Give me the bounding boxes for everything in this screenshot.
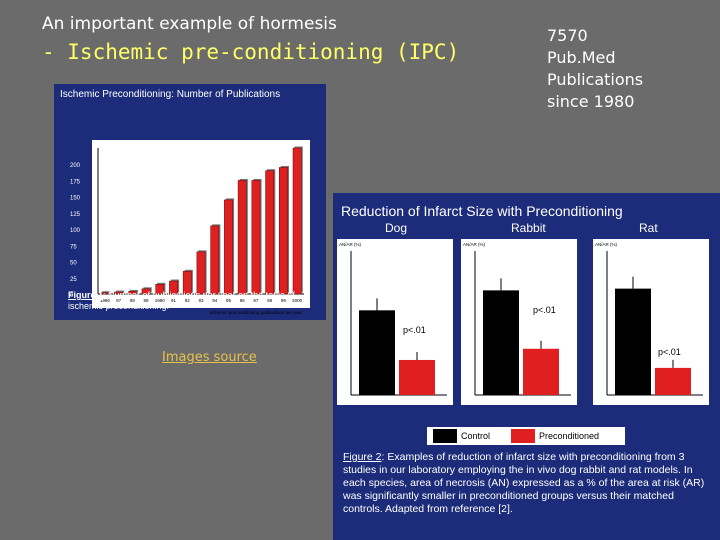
figure1-x-tick-label: 96: [240, 298, 246, 303]
pubmed-note: 7570 Pub.Med Publications since 1980: [547, 25, 643, 113]
legend-label-preconditioned: Preconditioned: [539, 431, 600, 441]
figure1-bar: [279, 167, 288, 295]
figure1-x-tick-label: 93: [198, 298, 204, 303]
publications-label: Publications: [547, 70, 644, 89]
legend-label-control: Control: [461, 431, 491, 441]
figure1-x-tick-label: 92: [185, 298, 191, 303]
figure1-y-tick-label: 50: [70, 261, 77, 267]
figure2-p-value-label: p<.01: [533, 305, 556, 315]
figure1-bar: [292, 147, 302, 295]
figure1-x-tick-label: 88: [130, 298, 136, 303]
figure1-y-tick-label: 0: [70, 293, 74, 299]
figure2-y-axis-label: AN/AR (%): [339, 242, 362, 247]
figure1-x-tick-label: 89: [144, 298, 150, 303]
figure2-preconditioned-bar: [399, 359, 435, 395]
figure1-y-tick-label: 150: [70, 196, 81, 202]
figure1-y-tick-label: 175: [70, 179, 81, 185]
figure1-bar: [127, 291, 137, 295]
figure1-bar: [237, 180, 247, 295]
figure1-x-tick-label: 1990: [155, 298, 166, 303]
figure1-y-tick-label: 200: [70, 163, 81, 169]
figure1-x-tick-label: 87: [116, 298, 122, 303]
figure2-preconditioned-bar: [655, 367, 691, 395]
figure1-caption-label: Figure 1: [68, 290, 104, 300]
species-label-rat: Rat: [639, 221, 658, 235]
figure1-y-tick-label: 75: [70, 244, 77, 250]
figure1-bar: [169, 280, 178, 295]
figure1-x-tick-label: 94: [212, 298, 218, 303]
slide-title: An important example of hormesis: [42, 14, 337, 34]
figure1-bar: [210, 225, 220, 295]
chart-legend: Control Preconditioned: [427, 427, 625, 445]
figure1-bar: [224, 199, 233, 295]
figure2-title: Reduction of Infarct Size with Precondit…: [341, 203, 623, 219]
figure1-bar: [114, 291, 123, 295]
figure1-x-tick-label: 97: [253, 298, 259, 303]
images-source-link[interactable]: Images source: [162, 350, 257, 365]
figure1-x-axis-note: ischemic preconditioning publications pe…: [210, 310, 303, 315]
figure1-x-tick-label: 91: [171, 298, 177, 303]
pubmed-count: 7570: [547, 26, 588, 45]
legend-swatch-preconditioned: [511, 429, 535, 443]
since-label: since 1980: [547, 92, 635, 111]
figure1-caption: Figure 1: Number of publications per yea…: [68, 290, 318, 312]
figure1-bar-shadow: [115, 290, 125, 293]
figure1-bar-shadow: [102, 291, 111, 293]
figure1-title: Ischemic Preconditioning: Number of Publ…: [60, 89, 281, 100]
figure2-caption-label: Figure 2: [343, 451, 382, 463]
infarct-size-bar-chart: AN/AR (%) p<.01 AN/AR (%) p<.01 AN/AR (%) p<.…: [337, 239, 709, 405]
figure1-x-tick-label: 1986: [100, 298, 111, 303]
figure1-bar: [100, 292, 110, 295]
figure1-panel: Ischemic Preconditioning: Number of Publ…: [54, 84, 326, 320]
figure1-y-tick-label: 125: [70, 212, 81, 218]
legend-swatch-control: [433, 429, 457, 443]
figure2-panel: Reduction of Infarct Size with Precondit…: [333, 193, 720, 540]
figure1-bar: [182, 271, 192, 295]
figure2-control-bar: [615, 288, 651, 395]
figure1-bar: [141, 288, 151, 295]
pubmed-label: Pub.Med: [547, 48, 616, 67]
figure1-caption-text: : Number of publications per year on the…: [68, 290, 295, 311]
figure2-preconditioned-bar: [523, 348, 559, 395]
figure2-caption: Figure 2: Examples of reduction of infar…: [343, 451, 715, 516]
figure1-bar: [265, 170, 275, 295]
species-label-dog: Dog: [385, 221, 408, 235]
figure1-y-tick-label: 100: [70, 228, 81, 234]
figure1-y-tick-label: 25: [70, 277, 77, 283]
figure2-control-bar: [483, 290, 519, 395]
figure2-p-value-label: p<.01: [403, 325, 426, 335]
slide-subtitle: - Ischemic pre-conditioning (IPC): [42, 40, 460, 64]
figure1-x-tick-label: 98: [267, 298, 273, 303]
figure1-x-tick-label: 2000: [292, 298, 303, 303]
figure1-bar: [251, 180, 261, 295]
species-label-rabbit: Rabbit: [511, 221, 546, 235]
figure1-bar: [155, 284, 165, 295]
figure2-p-value-label: p<.01: [658, 347, 681, 357]
figure1-x-tick-label: 95: [226, 298, 232, 303]
figure2-y-axis-label: AN/AR (%): [463, 242, 486, 247]
figure2-control-bar: [359, 310, 395, 395]
publications-bar-chart: 0 25 50 75 100 125 150 175 200 1986 87 88 89 1990 91 92…: [70, 140, 310, 315]
figure2-caption-text: : Examples of reduction of infarct size …: [343, 451, 705, 515]
figure1-bar: [196, 251, 206, 295]
figure1-x-tick-label: 99: [281, 298, 287, 303]
figure2-y-axis-label: AN/AR (%): [595, 242, 618, 247]
